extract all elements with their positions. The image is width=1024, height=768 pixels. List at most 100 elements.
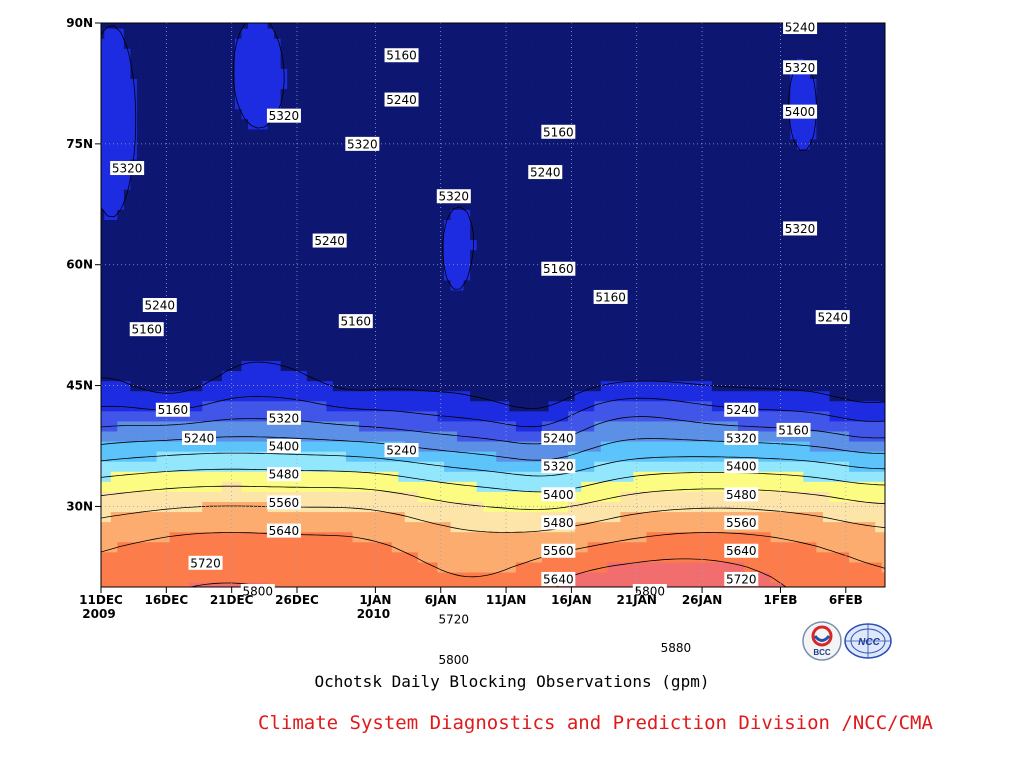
band-cell: [326, 451, 334, 462]
band-cell: [424, 249, 432, 261]
band-cell: [489, 471, 497, 482]
band-cell: [483, 410, 491, 422]
band-cell: [293, 430, 301, 442]
band-cell: [561, 289, 569, 301]
band-cell: [241, 521, 249, 533]
band-cell: [143, 158, 151, 170]
band-cell: [241, 390, 249, 402]
band-cell: [319, 581, 327, 587]
band-cell: [176, 581, 184, 587]
band-cell: [101, 58, 105, 69]
band-cell: [587, 561, 595, 573]
band-cell: [182, 118, 190, 130]
band-cell: [522, 118, 530, 130]
band-cell: [542, 28, 550, 39]
band-cell: [542, 440, 550, 452]
band-cell: [104, 158, 112, 170]
band-cell: [182, 289, 190, 301]
band-cell: [130, 199, 138, 210]
band-cell: [332, 330, 341, 341]
band-cell: [398, 390, 406, 402]
band-cell: [280, 38, 288, 49]
band-cell: [391, 320, 399, 331]
band-cell: [150, 410, 158, 422]
band-cell: [182, 521, 190, 533]
band-cell: [261, 189, 269, 200]
band-cell: [640, 189, 648, 200]
band-cell: [101, 541, 105, 553]
band-cell: [548, 229, 556, 241]
band-cell: [457, 390, 465, 402]
band-cell: [287, 451, 295, 462]
band-cell: [300, 320, 308, 331]
band-cell: [365, 23, 373, 29]
band-cell: [189, 269, 197, 281]
band-cell: [202, 98, 210, 110]
band-cell: [234, 380, 243, 392]
band-cell: [587, 269, 595, 281]
band-cell: [261, 551, 269, 563]
band-cell: [110, 340, 118, 351]
band-cell: [607, 440, 615, 452]
band-cell: [359, 229, 367, 241]
band-cell: [156, 239, 164, 251]
band-cell: [528, 209, 537, 220]
band-cell: [261, 88, 269, 100]
band-cell: [234, 23, 243, 29]
band-cell: [483, 451, 491, 462]
band-cell: [372, 28, 380, 39]
band-cell: [613, 581, 621, 587]
band-cell: [123, 88, 131, 100]
band-cell: [404, 58, 412, 69]
band-cell: [136, 148, 145, 160]
band-cell: [528, 138, 537, 150]
band-cell: [398, 279, 406, 291]
band-cell: [208, 471, 216, 482]
band-cell: [659, 561, 667, 573]
band-cell: [359, 158, 367, 170]
band-cell: [548, 108, 556, 120]
band-cell: [587, 340, 595, 351]
band-cell: [457, 561, 465, 573]
band-cell: [104, 541, 112, 553]
band-cell: [150, 481, 158, 492]
band-cell: [502, 521, 510, 533]
band-cell: [123, 491, 131, 502]
band-cell: [626, 571, 635, 583]
band-cell: [332, 158, 341, 170]
band-cell: [306, 219, 314, 231]
band-cell: [372, 169, 380, 180]
band-cell: [195, 179, 203, 190]
band-cell: [404, 340, 412, 351]
band-cell: [653, 209, 661, 220]
band-cell: [339, 78, 347, 90]
band-cell: [633, 128, 641, 140]
band-cell: [169, 581, 177, 587]
band-cell: [574, 571, 582, 583]
band-cell: [607, 551, 615, 563]
band-cell: [280, 169, 288, 180]
band-cell: [287, 199, 295, 210]
band-cell: [189, 48, 197, 59]
band-cell: [555, 199, 563, 210]
band-cell: [267, 169, 275, 180]
band-cell: [176, 128, 184, 140]
band-cell: [300, 289, 308, 301]
band-cell: [248, 571, 256, 583]
band-cell: [457, 491, 465, 502]
band-cell: [332, 430, 341, 442]
band-cell: [378, 400, 386, 412]
band-cell: [522, 68, 530, 79]
band-cell: [626, 169, 635, 180]
band-cell: [123, 269, 131, 281]
band-cell: [574, 259, 582, 271]
band-cell: [594, 521, 602, 533]
band-cell: [228, 451, 236, 462]
band-cell: [607, 28, 615, 39]
band-cell: [640, 471, 648, 482]
band-cell: [489, 108, 497, 120]
band-cell: [280, 360, 288, 372]
band-cell: [150, 58, 158, 69]
band-cell: [424, 279, 432, 291]
band-cell: [502, 440, 510, 452]
